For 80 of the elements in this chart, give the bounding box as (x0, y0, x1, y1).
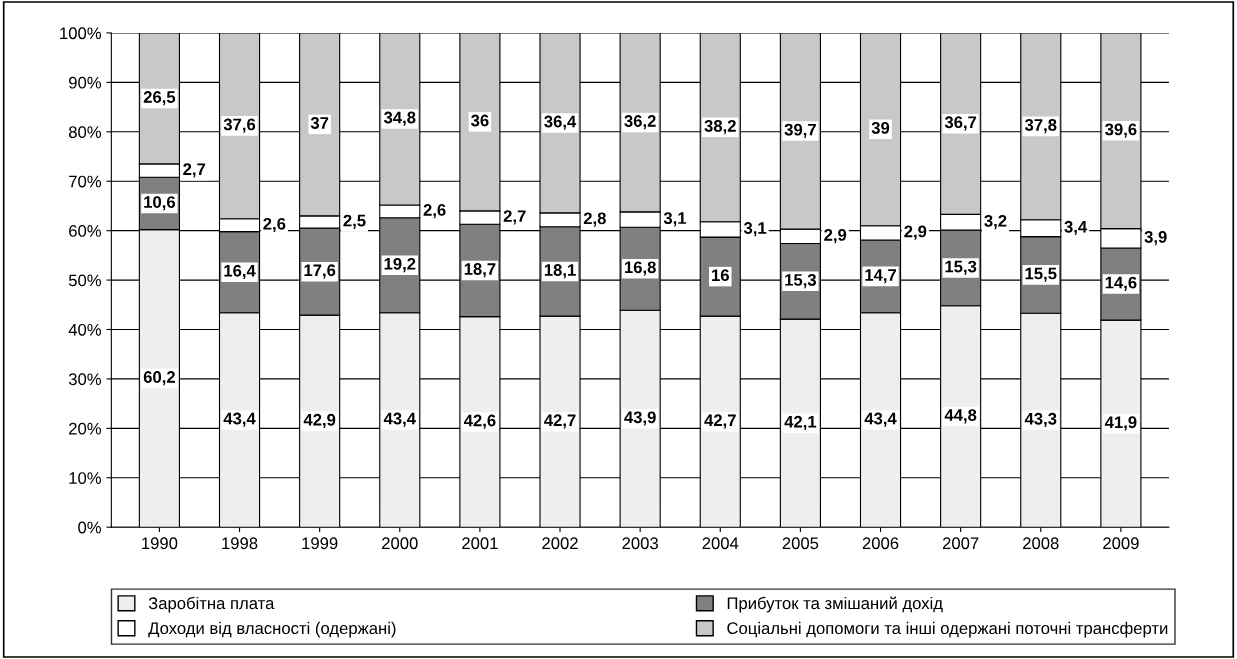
data-label: 43,9 (624, 411, 656, 426)
data-label: 16,4 (224, 264, 256, 280)
data-label: 34,8 (383, 111, 416, 126)
data-label: 38,2 (704, 120, 736, 135)
data-label: 36,4 (544, 115, 577, 130)
data-label: 42,7 (704, 414, 736, 429)
data-label: 2,5 (343, 214, 366, 229)
data-label: 10,6 (144, 196, 176, 211)
data-label: 2,6 (263, 217, 286, 233)
data-label: 43,4 (223, 412, 256, 427)
data-label: 16 (712, 269, 729, 282)
y-tick-label: 10% (69, 472, 102, 484)
data-label: 39,6 (1105, 123, 1137, 138)
y-tick-label: 100% (60, 27, 102, 40)
y-tick-label: 20% (69, 422, 102, 435)
y-tick-label: 50% (68, 274, 102, 287)
x-tick-label: 2007 (942, 537, 979, 550)
data-label: 18,7 (464, 263, 496, 278)
data-label: 42,6 (463, 414, 496, 429)
x-tick-label: 2006 (862, 537, 899, 550)
x-tick-label: 1990 (142, 537, 178, 550)
data-label: 39,7 (784, 123, 816, 138)
data-label: 43,3 (1024, 412, 1057, 428)
data-label: 36 (471, 114, 489, 127)
x-tick-label: 2001 (462, 537, 498, 550)
y-tick-label: 70% (69, 175, 102, 188)
data-label: 26,5 (143, 91, 176, 106)
x-tick-label: 1999 (302, 537, 338, 550)
legend-label: Соціальні допомоги та інші одержані поточні трансферти (727, 621, 1168, 638)
y-tick-label: 90% (69, 76, 102, 89)
data-label: 3,4 (1064, 220, 1088, 236)
y-tick-label: 80% (68, 126, 102, 138)
data-label: 44,8 (944, 409, 977, 424)
data-label: 2,9 (904, 225, 927, 240)
data-label: 36,7 (944, 116, 977, 131)
data-label: 2,9 (824, 229, 847, 244)
legend-label: Доходи від власності (одержані) (148, 621, 396, 638)
data-label: 42,9 (303, 413, 336, 429)
legend-label: Заробітна плата (148, 596, 275, 613)
x-tick-label: 2000 (382, 537, 418, 550)
y-tick-label: 60% (69, 225, 102, 237)
data-label: 14,7 (865, 269, 897, 284)
data-label: 3,1 (663, 212, 687, 227)
x-tick-label: 2002 (542, 537, 578, 550)
data-label: 16,8 (624, 261, 656, 276)
data-label: 2,6 (423, 204, 446, 219)
data-label: 2,7 (183, 163, 206, 178)
data-label: 18,1 (544, 264, 576, 279)
data-label: 19,2 (384, 257, 416, 273)
data-label: 43,4 (383, 412, 416, 427)
y-tick-label: 0% (78, 521, 102, 534)
data-label: 41,9 (1104, 416, 1137, 431)
data-label: 17,6 (304, 264, 336, 279)
x-tick-label: 2003 (622, 537, 658, 550)
data-label: 37,6 (223, 118, 256, 133)
data-label: 3,2 (984, 214, 1007, 230)
data-label: 36,2 (624, 115, 656, 130)
data-label: 15,3 (785, 273, 817, 289)
data-label: 15,5 (1025, 267, 1057, 282)
legend-label: Прибуток та змішаний дохід (727, 596, 943, 613)
data-label: 14,6 (1105, 276, 1137, 291)
data-label: 37 (310, 117, 329, 129)
data-label: 3,1 (743, 222, 767, 237)
y-tick-label: 40% (68, 323, 102, 336)
data-label: 15,3 (945, 260, 977, 275)
data-label: 2,8 (583, 212, 606, 227)
data-label: 39 (871, 122, 890, 134)
data-label: 42,1 (784, 415, 817, 431)
data-label: 3,9 (1144, 230, 1167, 246)
x-tick-label: 1998 (222, 537, 258, 550)
data-label: 43,4 (864, 412, 897, 427)
data-label: 2,7 (503, 210, 526, 225)
y-tick-label: 30% (68, 373, 102, 386)
x-tick-label: 2005 (782, 537, 819, 550)
x-tick-label: 2009 (1103, 537, 1139, 550)
x-tick-label: 2004 (702, 537, 739, 550)
data-label: 42,7 (544, 414, 576, 429)
x-tick-label: 2008 (1023, 537, 1059, 550)
data-label: 37,8 (1024, 119, 1057, 134)
data-label: 60,2 (143, 371, 175, 386)
